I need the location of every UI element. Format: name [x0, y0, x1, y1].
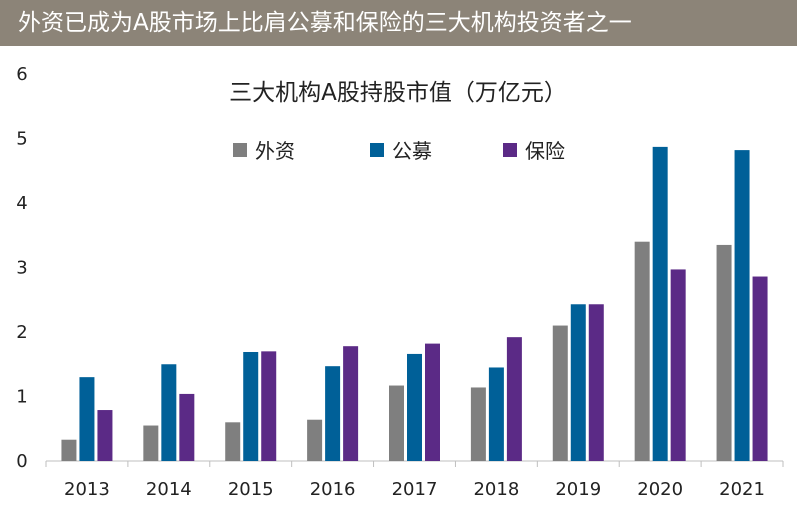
x-tick-label: 2021 [719, 479, 765, 500]
bar-保险-2019 [588, 304, 604, 461]
x-tick-label: 2020 [637, 479, 683, 500]
legend-label: 保险 [525, 139, 565, 163]
bar-外资-2016 [307, 419, 323, 461]
bar-外资-2021 [716, 244, 732, 461]
x-tick-label: 2015 [228, 479, 274, 500]
y-tick-label: 0 [16, 451, 27, 472]
y-tick-label: 6 [16, 64, 27, 85]
bar-公募-2020 [652, 146, 668, 461]
x-tick-label: 2019 [555, 479, 601, 500]
x-axis: 2013 2014 2015 2016 2017 2018 2019 2020 2021 [45, 460, 784, 500]
bar-公募-2016 [325, 366, 341, 461]
legend-label: 公募 [392, 139, 432, 163]
y-tick-label: 1 [16, 387, 27, 408]
bar-公募-2021 [734, 150, 750, 462]
bar-外资-2017 [389, 385, 404, 461]
bar-外资-2019 [552, 325, 568, 461]
x-tick-label: 2014 [146, 479, 192, 500]
bar-公募-2014 [161, 364, 177, 461]
bar-公募-2019 [570, 304, 586, 461]
bar-保险-2018 [506, 337, 522, 461]
legend-swatch [503, 143, 517, 157]
legend-swatch [370, 143, 384, 157]
x-tick-label: 2016 [310, 479, 356, 500]
bar-公募-2017 [407, 353, 422, 461]
bar-保险-2021 [752, 276, 768, 461]
y-tick-label: 4 [16, 193, 27, 214]
x-tick-label: 2018 [473, 479, 519, 500]
bar-外资-2013 [61, 439, 77, 461]
bar-公募-2015 [243, 351, 259, 461]
bars [61, 146, 768, 462]
bar-外资-2014 [143, 425, 159, 461]
bar-保险-2016 [343, 346, 359, 461]
bar-保险-2014 [179, 393, 195, 461]
bar-保险-2017 [425, 343, 440, 461]
x-tick-label: 2013 [64, 479, 110, 500]
bar-外资-2018 [470, 387, 486, 461]
y-axis: 0 1 2 3 4 5 6 [16, 64, 27, 472]
legend-swatch [233, 143, 247, 157]
y-tick-label: 2 [16, 322, 27, 343]
y-tick-label: 5 [16, 129, 27, 150]
bar-保险-2013 [97, 410, 113, 461]
bar-保险-2015 [261, 351, 277, 461]
bar-外资-2015 [225, 422, 241, 461]
y-tick-label: 3 [16, 258, 27, 279]
bar-外资-2020 [634, 241, 650, 461]
legend: 外资 公募 保险 [233, 139, 565, 163]
bar-公募-2013 [79, 377, 95, 461]
x-tick-label: 2017 [392, 479, 438, 500]
bar-保险-2020 [670, 269, 686, 461]
banner-title: 外资已成为A股市场上比肩公募和保险的三大机构投资者之一 [0, 0, 797, 46]
legend-label: 外资 [255, 139, 295, 163]
bar-公募-2018 [488, 367, 504, 461]
chart-title: 三大机构A股持股市值（万亿元） [229, 80, 567, 106]
